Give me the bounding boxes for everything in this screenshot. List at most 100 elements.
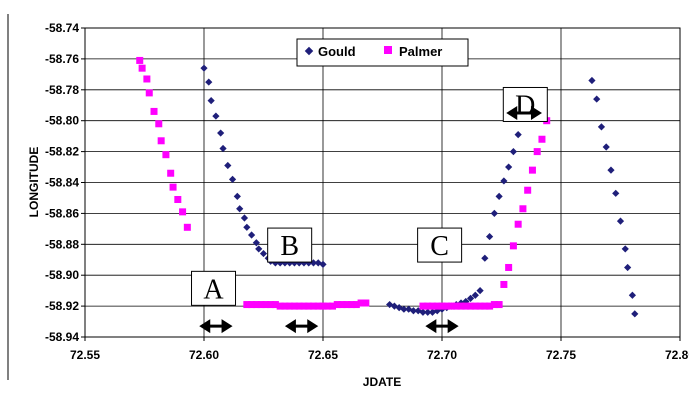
point-palmer <box>519 205 527 213</box>
y-tick-label: -58.76 <box>45 52 79 66</box>
legend-palmer-marker <box>384 46 392 54</box>
point-gould <box>505 163 513 171</box>
y-tick-label: -58.82 <box>45 145 79 159</box>
point-gould <box>514 131 522 139</box>
point-palmer <box>471 302 479 310</box>
annotation-b: B <box>267 227 319 334</box>
point-palmer <box>179 208 187 216</box>
point-gould <box>200 64 208 72</box>
y-tick-label: -58.84 <box>45 176 79 190</box>
series-gould <box>200 64 639 318</box>
point-palmer <box>524 186 532 194</box>
point-palmer <box>155 120 163 128</box>
point-palmer <box>167 169 175 177</box>
point-palmer <box>500 280 508 288</box>
point-palmer <box>514 220 522 228</box>
point-gould <box>252 239 260 247</box>
point-palmer <box>338 301 346 309</box>
point-gould <box>259 249 268 258</box>
point-gould <box>255 245 263 253</box>
point-gould <box>248 231 256 239</box>
point-gould <box>476 287 484 295</box>
point-gould <box>495 192 503 201</box>
point-gould <box>243 223 251 231</box>
point-palmer <box>443 302 451 310</box>
point-palmer <box>300 302 308 310</box>
point-palmer <box>267 301 275 309</box>
point-palmer <box>533 148 541 156</box>
point-palmer <box>271 301 279 309</box>
point-gould <box>424 308 432 316</box>
point-palmer <box>352 301 360 309</box>
point-gould <box>486 232 494 241</box>
x-tick-label: 72.80 <box>665 348 689 362</box>
point-gould <box>295 259 303 267</box>
annotation-a: A <box>191 270 237 334</box>
point-palmer <box>150 107 158 115</box>
point-gould <box>631 310 639 318</box>
point-palmer <box>357 299 365 307</box>
point-palmer <box>333 301 341 309</box>
point-gould <box>612 189 620 197</box>
point-palmer <box>433 302 441 310</box>
point-palmer <box>314 302 322 310</box>
point-palmer <box>452 302 460 310</box>
point-gould <box>224 161 232 170</box>
point-palmer <box>174 195 182 203</box>
series-palmer <box>136 56 551 310</box>
point-gould <box>593 95 601 103</box>
point-gould <box>207 97 215 105</box>
point-gould <box>466 294 475 302</box>
annotation-box-d <box>502 86 548 122</box>
point-palmer <box>476 302 484 310</box>
y-tick-label: -58.80 <box>45 114 79 128</box>
point-palmer <box>248 301 256 309</box>
point-palmer <box>319 302 327 310</box>
point-palmer <box>457 302 465 310</box>
point-gould <box>471 291 479 299</box>
point-palmer <box>243 301 251 309</box>
point-gould <box>395 304 403 312</box>
x-tick-label: 72.60 <box>189 348 219 362</box>
double-arrow-b <box>284 319 319 334</box>
point-palmer <box>490 301 498 309</box>
point-gould <box>205 78 213 86</box>
point-gould <box>271 259 279 267</box>
legend-palmer-label: Palmer <box>399 44 442 59</box>
point-gould <box>217 129 225 137</box>
point-gould <box>481 254 489 262</box>
point-gould <box>624 263 632 272</box>
x-tick-label: 72.70 <box>427 348 457 362</box>
grid <box>85 28 680 337</box>
point-palmer <box>481 302 489 310</box>
x-axis: 72.55 72.60 72.65 72.70 72.75 72.80 <box>70 337 689 362</box>
annotation-c: C <box>417 227 463 334</box>
annotation-box-a <box>191 270 237 306</box>
point-gould <box>621 245 629 253</box>
double-arrow-a <box>199 319 233 334</box>
x-tick-label: 72.55 <box>70 348 100 362</box>
point-palmer <box>329 302 337 310</box>
point-palmer <box>145 89 153 97</box>
point-gould <box>607 166 615 174</box>
annotation-box-c <box>417 227 463 263</box>
point-palmer <box>343 301 351 309</box>
point-palmer <box>462 302 470 310</box>
point-palmer <box>138 64 146 72</box>
point-palmer <box>143 75 151 83</box>
point-gould <box>588 76 596 85</box>
annotation-label-a: A <box>203 274 224 305</box>
point-palmer <box>428 302 436 310</box>
point-gould <box>462 297 470 306</box>
point-palmer <box>509 242 517 250</box>
point-gould <box>281 259 289 267</box>
point-palmer <box>262 301 270 309</box>
legend-gould-marker <box>304 46 314 56</box>
annotations: A B C D <box>191 86 548 334</box>
point-gould <box>509 148 517 156</box>
y-axis: -58.74 -58.76 -58.78 -58.80 -58.82 -58.84 -58.… <box>45 21 85 344</box>
point-palmer <box>295 302 303 310</box>
point-gould <box>490 209 498 217</box>
point-gould <box>236 205 244 213</box>
